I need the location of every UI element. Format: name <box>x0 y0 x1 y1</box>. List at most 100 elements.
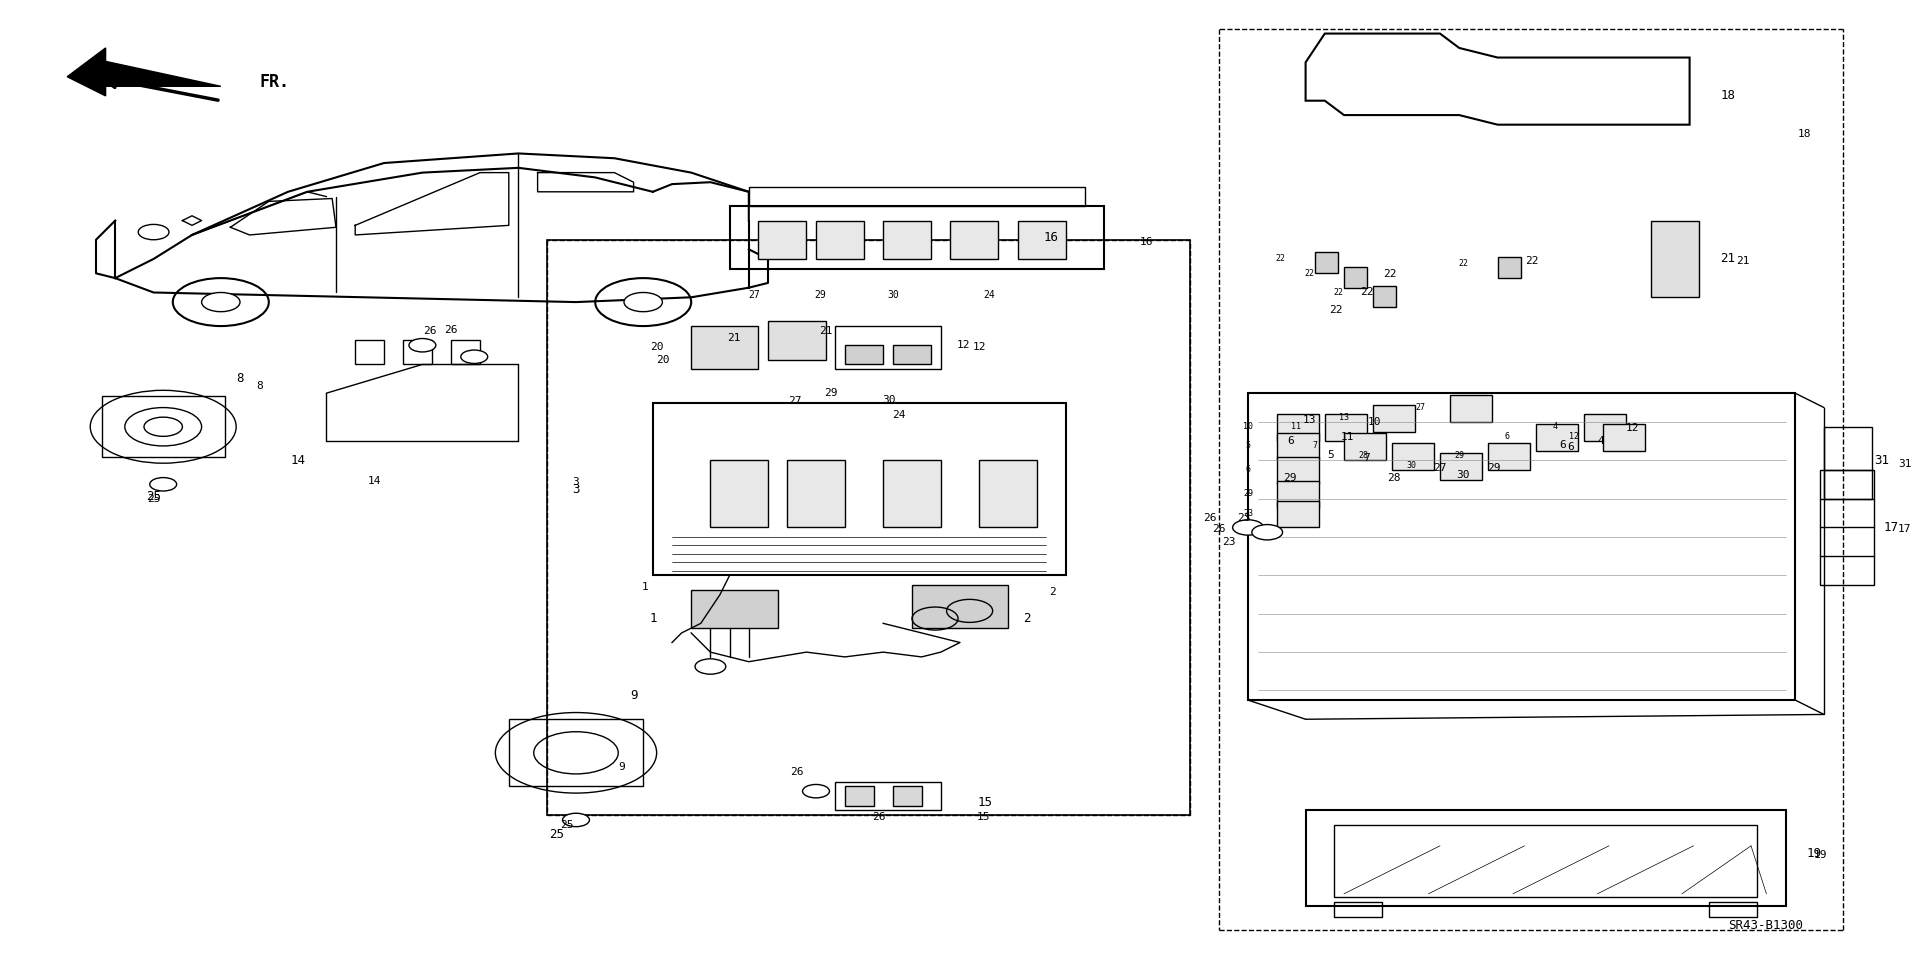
Bar <box>1334 825 1757 897</box>
Text: 26: 26 <box>1202 513 1217 523</box>
Text: 29: 29 <box>1486 463 1501 473</box>
Text: 25: 25 <box>146 494 161 503</box>
Text: 26: 26 <box>872 812 887 822</box>
Circle shape <box>409 339 436 352</box>
Bar <box>979 460 1037 527</box>
Text: 22: 22 <box>1382 269 1398 279</box>
Text: 19: 19 <box>1812 851 1828 860</box>
Bar <box>1334 902 1382 917</box>
Text: 11: 11 <box>1340 433 1356 442</box>
Bar <box>835 326 941 369</box>
Bar <box>1709 902 1757 917</box>
Bar <box>883 460 941 527</box>
Circle shape <box>624 292 662 312</box>
Text: 29: 29 <box>824 388 839 398</box>
Text: 31: 31 <box>1897 459 1912 469</box>
Text: FR.: FR. <box>259 73 290 90</box>
Circle shape <box>150 478 177 491</box>
Text: 24: 24 <box>891 410 906 420</box>
Circle shape <box>803 784 829 798</box>
Bar <box>835 782 941 810</box>
Text: 3: 3 <box>572 478 580 487</box>
Text: 5: 5 <box>1327 450 1334 459</box>
Bar <box>749 187 1085 206</box>
Text: 22: 22 <box>1275 254 1286 264</box>
Bar <box>893 786 922 806</box>
Bar <box>1820 470 1874 585</box>
Text: 6: 6 <box>1286 436 1294 446</box>
Bar <box>1018 221 1066 259</box>
Text: 18: 18 <box>1797 129 1812 139</box>
Text: 7: 7 <box>1363 454 1371 463</box>
Bar <box>787 460 845 527</box>
Bar <box>1488 443 1530 470</box>
Circle shape <box>461 350 488 363</box>
Text: 15: 15 <box>977 796 993 809</box>
Bar <box>816 221 864 259</box>
Circle shape <box>138 224 169 240</box>
Text: 29: 29 <box>1453 451 1465 460</box>
Bar <box>509 719 643 786</box>
Bar <box>1277 457 1319 484</box>
Text: 7: 7 <box>1313 441 1317 451</box>
Text: 12: 12 <box>956 340 972 350</box>
Text: 25: 25 <box>549 828 564 841</box>
Text: 21: 21 <box>726 333 741 342</box>
Bar <box>845 345 883 364</box>
Text: 13: 13 <box>1302 415 1317 425</box>
Text: 29: 29 <box>814 291 826 300</box>
Text: 10: 10 <box>1367 417 1382 427</box>
Text: 27: 27 <box>787 396 803 406</box>
Text: 29: 29 <box>1283 473 1298 482</box>
Text: 20: 20 <box>655 355 670 364</box>
Text: 26: 26 <box>1212 525 1227 534</box>
Bar <box>403 340 432 364</box>
Text: 28: 28 <box>1386 473 1402 482</box>
Text: 23: 23 <box>1221 537 1236 547</box>
Text: 10: 10 <box>1242 422 1254 432</box>
Text: 17: 17 <box>1897 525 1912 534</box>
Bar <box>768 321 826 360</box>
Text: 30: 30 <box>1405 460 1417 470</box>
Text: 3: 3 <box>572 482 580 496</box>
Text: 15: 15 <box>975 812 991 822</box>
Text: 9: 9 <box>618 762 626 772</box>
Bar <box>1373 286 1396 307</box>
Circle shape <box>563 813 589 827</box>
Text: 5: 5 <box>1246 441 1250 451</box>
Bar <box>653 403 1066 575</box>
Bar <box>1325 414 1367 441</box>
Text: 2: 2 <box>1048 587 1056 596</box>
Text: 25: 25 <box>559 820 574 830</box>
FancyArrowPatch shape <box>102 74 219 100</box>
Circle shape <box>1233 520 1263 535</box>
Text: 20: 20 <box>649 342 664 352</box>
Bar <box>1536 424 1578 451</box>
Text: 30: 30 <box>881 395 897 405</box>
Bar <box>1315 252 1338 273</box>
Text: 30: 30 <box>1455 470 1471 480</box>
Bar <box>102 396 225 457</box>
Text: 28: 28 <box>1357 451 1369 460</box>
Text: 25: 25 <box>146 490 161 503</box>
Bar <box>1344 267 1367 288</box>
Text: 14: 14 <box>367 477 382 486</box>
Bar <box>1277 433 1319 460</box>
Text: 12: 12 <box>972 342 987 352</box>
Bar <box>1584 414 1626 441</box>
Text: 22: 22 <box>1457 259 1469 269</box>
Bar <box>1373 405 1415 432</box>
Bar <box>950 221 998 259</box>
Bar <box>1392 443 1434 470</box>
Bar <box>1306 810 1786 906</box>
Bar <box>912 585 1008 628</box>
Text: 19: 19 <box>1807 847 1822 860</box>
Text: 16: 16 <box>1139 237 1154 246</box>
Circle shape <box>695 659 726 674</box>
Bar <box>893 345 931 364</box>
Text: 4: 4 <box>1597 436 1605 446</box>
Text: 8: 8 <box>236 372 244 386</box>
Bar <box>1450 395 1492 422</box>
Text: 29: 29 <box>1242 489 1254 499</box>
Bar <box>1344 433 1386 460</box>
